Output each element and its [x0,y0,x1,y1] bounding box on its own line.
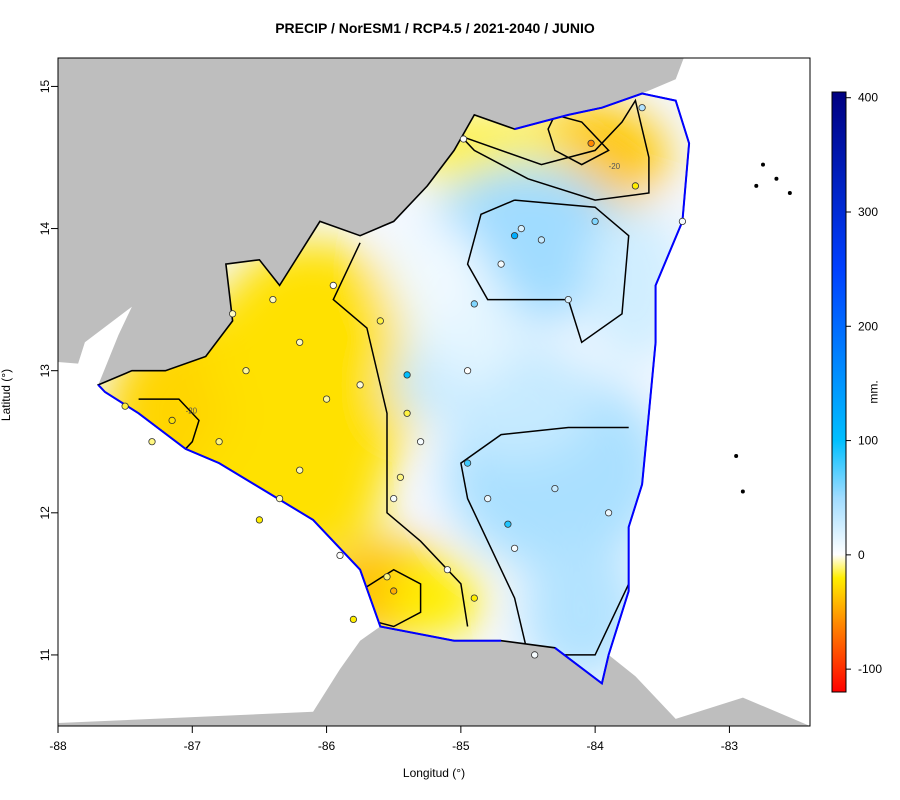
station-point [242,367,250,375]
y-tick-label: 15 [38,79,52,93]
station-point [678,217,687,225]
island-dot [740,489,745,494]
station-point [517,225,525,233]
island-dot [787,191,792,196]
x-tick-label: -86 [318,739,336,753]
island-dot [761,162,765,167]
colorbar-units-label: mm. [866,380,881,404]
station-point [296,338,304,346]
y-tick-label: 12 [38,506,52,520]
station-point [591,217,599,225]
colorbar-tick-label: 100 [858,434,878,448]
station-point [322,395,331,403]
costa-rica-land [58,626,810,726]
station-point [148,438,156,446]
station-point [296,466,304,474]
colorbar-ramp [831,91,847,693]
station-point [403,371,411,379]
contour-line [332,242,469,627]
caribbean-coastline [514,92,691,686]
station-point [396,473,404,481]
station-point [638,104,646,112]
station-point [564,295,572,304]
field-blob [384,221,484,322]
colorbar: -100 0 100 200 300 400 [831,91,882,693]
station-point [349,615,357,624]
station-point [504,520,512,528]
axes-layer: -88 -87 -86 -85 -84 -83 11 12 13 14 15 [38,79,738,753]
y-tick-label: 13 [38,364,52,378]
x-tick-label: -88 [49,739,67,753]
map-frame [57,57,811,727]
station-point [484,494,492,503]
station-point [470,300,478,308]
y-axis-label: Latitud (°) [0,368,13,422]
stations-layer [121,104,687,659]
station-point [383,573,391,581]
contour-line [460,98,650,201]
station-point [470,594,478,602]
colorbar-tick-label: 0 [858,548,865,562]
station-point [604,509,613,517]
contour-line [547,114,610,166]
colorbar-tick-label: -100 [858,662,882,676]
station-point [537,236,546,244]
colorbar-tick-label: 200 [858,319,878,333]
station-point [255,516,263,524]
station-point [329,281,337,289]
field-blob [384,558,484,639]
y-tick-label: 14 [38,222,52,236]
station-point [390,587,398,595]
island-dot [774,176,779,181]
contour-label: -20 [186,406,198,415]
chart-title: PRECIP / NorESM1 / RCP4.5 / 2021-2040 / … [275,20,595,36]
x-axis-label: Longitud (°) [402,766,466,780]
x-tick-label: -87 [184,739,202,753]
station-point [587,139,595,147]
station-point [497,260,505,268]
island-dot [734,453,739,458]
colorbar-tick-label: 400 [858,91,878,105]
station-point [275,494,284,503]
station-point [121,402,129,410]
x-tick-label: -83 [721,739,739,753]
station-point [463,367,472,375]
station-point [463,459,472,467]
station-point [229,310,237,318]
contour-label: -20 [609,162,621,171]
station-point [443,566,451,574]
station-point [269,295,277,304]
station-point [390,494,398,503]
station-point [459,135,468,143]
station-point [551,484,559,493]
station-point [336,551,344,560]
neighbor-land-layer [58,58,810,726]
y-tick-label: 11 [38,648,52,661]
colorbar-tick-label: 300 [858,205,878,219]
contour-line [138,398,200,457]
station-point [376,317,384,325]
honduras-land [58,58,684,385]
x-tick-label: -84 [586,739,604,753]
x-tick-label: -85 [452,739,470,753]
station-point [531,651,539,659]
station-point [416,438,425,446]
station-point [168,416,176,424]
station-point [510,232,519,240]
island-dot [754,183,759,188]
station-point [215,438,223,446]
station-point [510,544,519,552]
station-point [403,409,411,417]
station-point [356,381,364,389]
field-blob [390,354,451,415]
station-point [631,182,640,190]
